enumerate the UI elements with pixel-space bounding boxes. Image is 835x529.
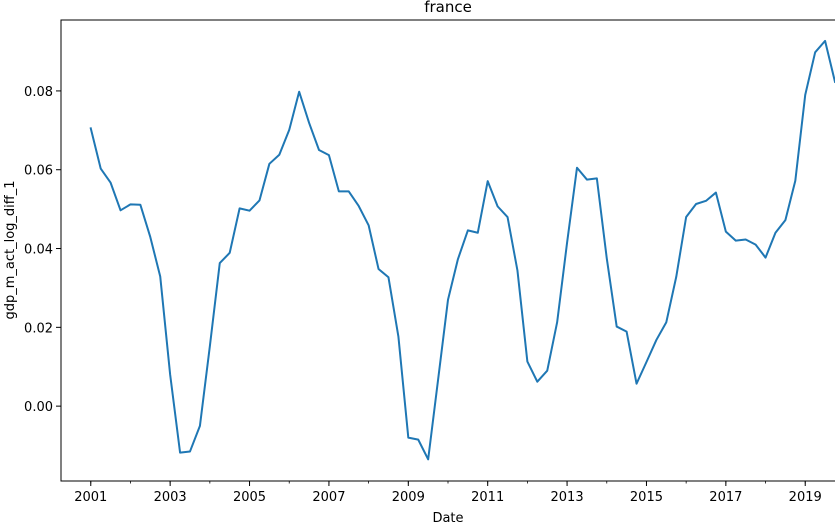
- x-tick-label: 2007: [312, 490, 345, 505]
- x-tick-label: 2017: [709, 490, 742, 505]
- x-tick-label: 2011: [471, 490, 504, 505]
- y-tick-label: 0.06: [24, 164, 53, 179]
- x-tick-label: 2009: [392, 490, 425, 505]
- y-tick-label: 0.04: [24, 243, 53, 258]
- y-tick-label: 0.00: [24, 400, 53, 415]
- plot-frame: [60, 19, 835, 482]
- x-tick-label: 2001: [74, 490, 107, 505]
- plot-area: 2001 2003 2005 2007 2009 2011 2013 2015 2017 2019…: [24, 19, 835, 505]
- x-tick-label: 2013: [551, 490, 584, 505]
- chart-title: france: [424, 0, 472, 16]
- y-tick-label: 0.02: [24, 321, 53, 336]
- x-tick-label: 2003: [154, 490, 187, 505]
- series-line-0: [89, 39, 835, 461]
- x-axis-label: Date: [432, 511, 463, 525]
- x-tick-label: 2015: [630, 490, 663, 505]
- x-tick-label: 2019: [789, 490, 822, 505]
- y-tick-label: 0.08: [24, 85, 53, 100]
- y-axis-label: gdp_m_act_log_diff_1: [3, 180, 18, 319]
- x-tick-label: 2005: [233, 490, 266, 505]
